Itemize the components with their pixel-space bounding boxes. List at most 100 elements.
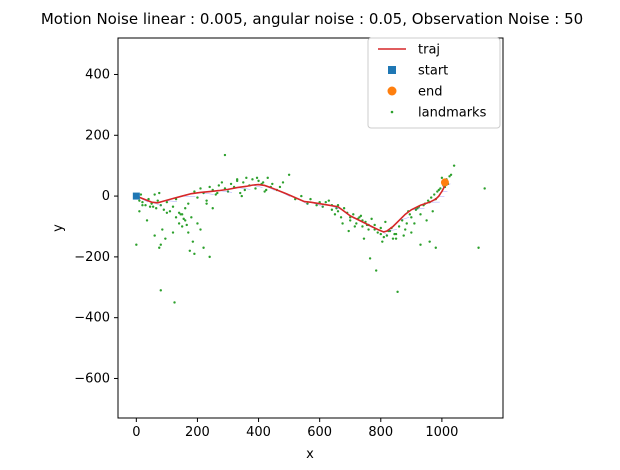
- landmark-point: [257, 179, 260, 183]
- landmark-point: [159, 289, 162, 292]
- x-axis-label: x: [306, 447, 314, 462]
- landmark-point: [448, 175, 451, 178]
- landmark-point: [165, 211, 169, 214]
- landmark-point: [254, 187, 257, 190]
- landmark-point: [263, 190, 266, 193]
- landmark-point: [355, 222, 358, 225]
- landmark-point: [188, 249, 192, 252]
- legend-label-start: start: [418, 64, 448, 79]
- landmark-point: [220, 181, 224, 184]
- legend: traj start end landmarks: [367, 37, 501, 129]
- landmark-point: [381, 240, 384, 243]
- landmark-point: [217, 184, 221, 187]
- landmark-point: [205, 202, 208, 205]
- y-axis: 400 200 0 −200 −400 −600: [74, 67, 118, 386]
- landmark-point: [145, 219, 149, 222]
- landmark-point: [158, 246, 161, 249]
- landmark-point: [156, 199, 159, 202]
- landmark-point: [367, 228, 370, 231]
- landmark-point: [434, 246, 437, 249]
- landmark-point: [159, 243, 162, 246]
- landmark-point: [216, 191, 219, 195]
- landmark-point: [429, 196, 433, 199]
- plot-frame: [117, 37, 504, 419]
- landmark-point: [439, 187, 442, 190]
- landmark-point: [196, 222, 199, 225]
- landmark-point: [158, 191, 161, 195]
- landmark-point: [202, 246, 205, 249]
- landmark-point: [251, 178, 254, 181]
- landmark-point: [437, 188, 441, 192]
- legend-symbol-end: [387, 86, 397, 96]
- landmark-point: [164, 237, 167, 240]
- landmark-point: [184, 219, 187, 222]
- landmark-point: [141, 200, 144, 204]
- landmark-point: [425, 219, 428, 222]
- landmark-point: [376, 231, 379, 234]
- landmark-point: [180, 225, 184, 228]
- landmark-point: [214, 193, 217, 196]
- landmark-point: [405, 222, 408, 225]
- legend-box: [367, 37, 501, 129]
- landmark-point: [150, 202, 153, 205]
- landmark-point: [199, 228, 202, 231]
- landmark-point: [165, 200, 169, 204]
- landmark-point: [211, 207, 214, 210]
- landmark-point: [191, 240, 195, 243]
- landmark-point: [261, 181, 265, 184]
- landmark-point: [347, 229, 350, 233]
- landmark-point: [477, 246, 480, 249]
- landmark-point: [278, 185, 282, 189]
- landmark-point: [402, 234, 405, 237]
- x-tick-label: 600: [307, 425, 332, 440]
- landmark-point: [171, 205, 175, 208]
- heading-line: [399, 217, 410, 221]
- landmark-point: [144, 204, 147, 207]
- landmark-point: [243, 188, 247, 192]
- landmark-point: [370, 217, 373, 221]
- y-tick-label: −200: [74, 250, 110, 265]
- landmark-point: [223, 153, 227, 157]
- plot-area: [132, 153, 486, 304]
- landmark-point: [208, 185, 211, 189]
- landmark-point: [245, 176, 248, 180]
- y-tick-label: −400: [74, 311, 110, 326]
- landmark-point: [426, 199, 430, 202]
- landmark-point: [208, 255, 211, 259]
- landmark-point: [410, 216, 413, 219]
- landmark-point: [226, 190, 230, 193]
- y-tick-label: 400: [85, 67, 110, 82]
- landmark-point: [271, 182, 274, 186]
- landmark-point: [153, 193, 156, 196]
- landmark-point: [138, 199, 141, 202]
- y-tick-label: 200: [85, 128, 110, 143]
- landmark-point: [171, 231, 175, 234]
- landmark-point: [185, 223, 188, 227]
- landmark-point: [382, 235, 386, 239]
- landmark-point: [352, 213, 355, 216]
- landmark-point: [428, 240, 431, 243]
- landmark-point: [449, 173, 453, 176]
- x-tick-label: 200: [185, 425, 210, 440]
- legend-label-landmarks: landmarks: [418, 106, 487, 121]
- end-marker: [440, 178, 449, 187]
- landmark-point: [483, 187, 486, 190]
- landmark-point: [452, 164, 456, 167]
- landmark-point: [342, 207, 346, 210]
- heading-line: [438, 195, 445, 197]
- landmark-point: [193, 190, 196, 193]
- landmark-point: [309, 197, 312, 201]
- landmark-point: [300, 194, 303, 198]
- legend-label-traj: traj: [418, 43, 440, 58]
- landmark-point: [349, 219, 352, 222]
- landmark-point: [162, 208, 166, 211]
- legend-label-end: end: [418, 85, 443, 100]
- landmark-point: [393, 232, 396, 236]
- landmark-point: [229, 182, 233, 186]
- landmark-point: [240, 194, 243, 198]
- landmark-point: [287, 173, 291, 176]
- landmark-point: [264, 188, 268, 192]
- landmark-point: [396, 290, 399, 294]
- y-axis-label: y: [51, 224, 66, 232]
